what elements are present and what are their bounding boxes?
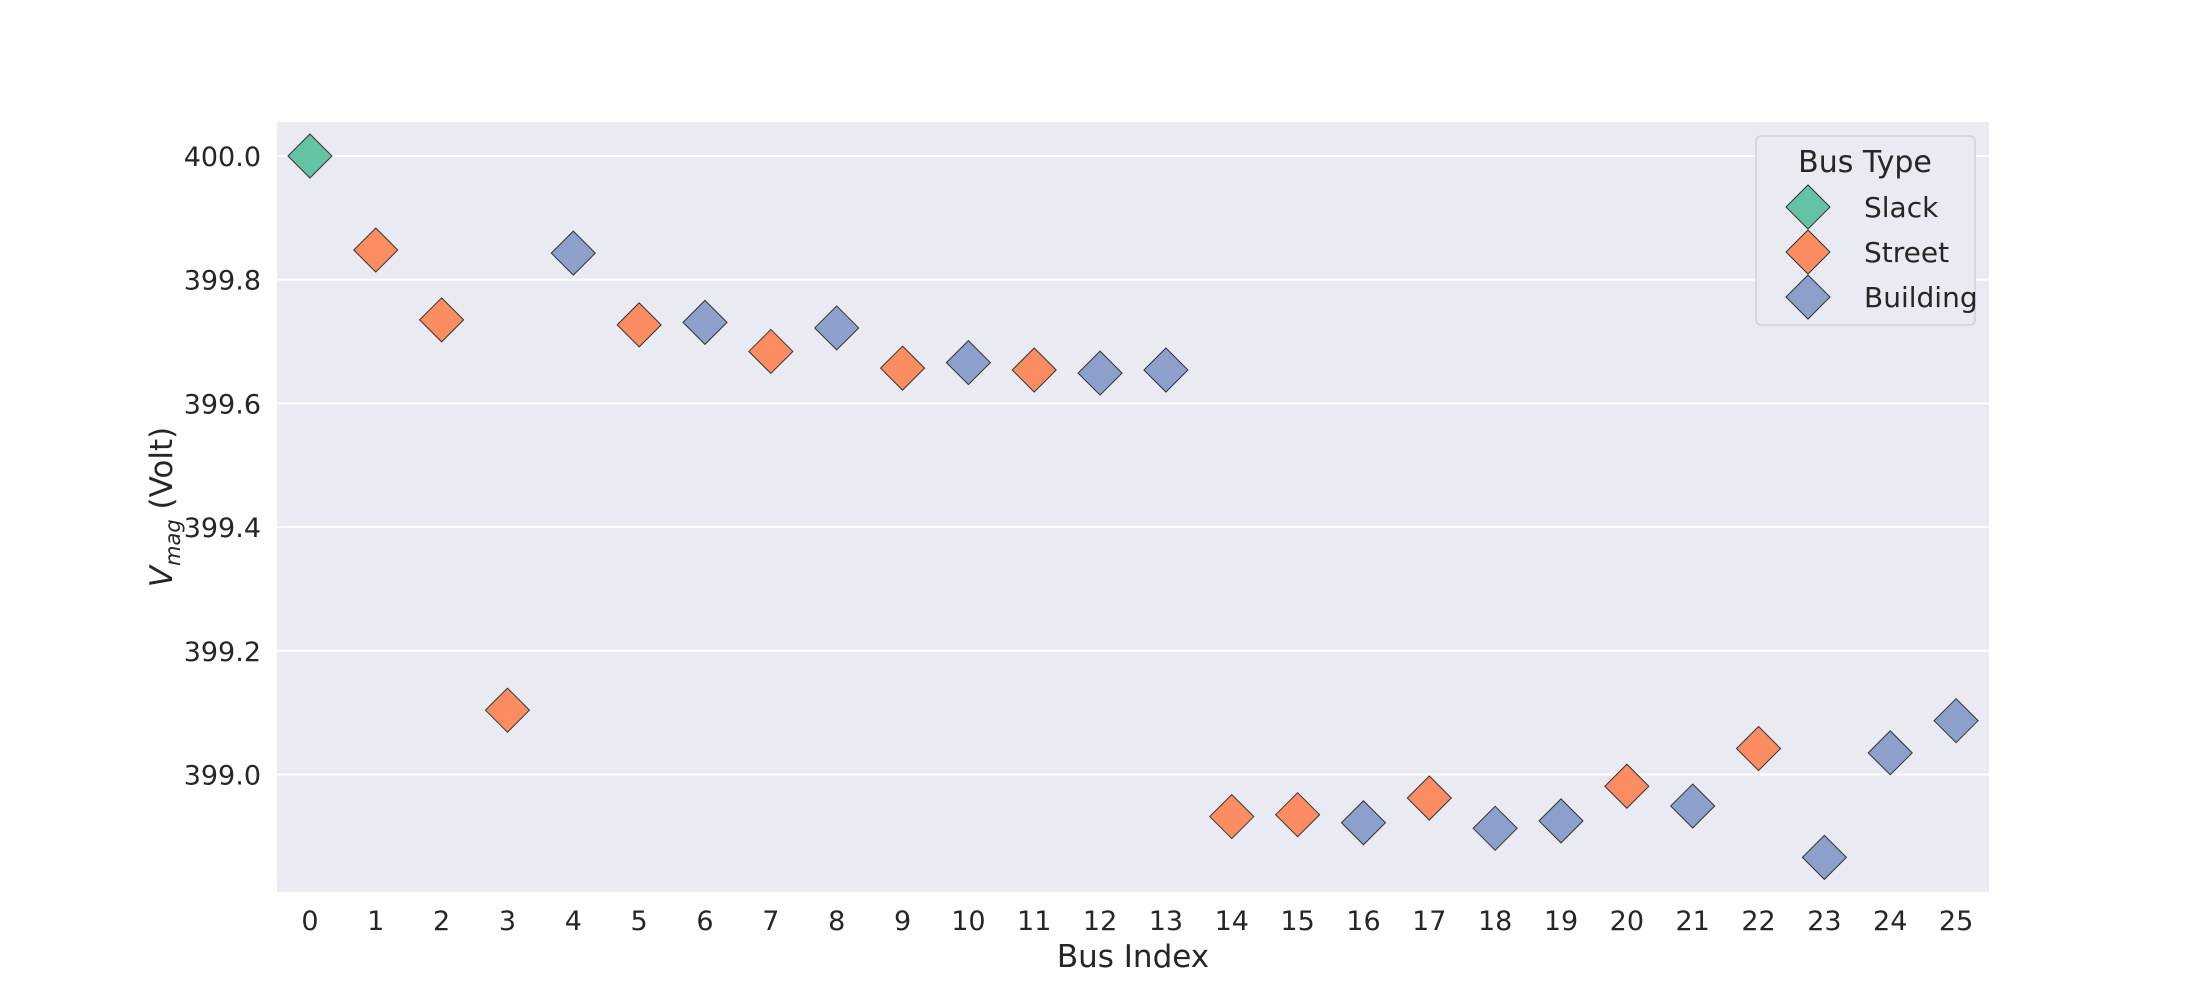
x-tick-label: 20	[1610, 906, 1644, 937]
x-tick-label: 9	[894, 906, 911, 937]
legend-entries: Slack Street Building	[1785, 184, 1978, 320]
data-point-building	[945, 339, 992, 386]
x-tick-label: 6	[696, 906, 713, 937]
x-tick-label: 17	[1412, 906, 1446, 937]
legend: Bus Type Slack Street Building	[1755, 135, 1978, 326]
x-tick-label: 4	[565, 906, 582, 937]
data-point-building	[1801, 834, 1848, 881]
x-tick-label: 2	[433, 906, 450, 937]
data-point-street	[1209, 793, 1255, 840]
data-point-street	[1011, 347, 1057, 393]
x-tick-label: 19	[1544, 906, 1578, 937]
y-tick-label: 399.4	[184, 513, 261, 544]
x-tick-label: 5	[631, 906, 648, 937]
y-tick-label: 399.6	[184, 389, 261, 420]
y-tick-label: 399.0	[184, 760, 261, 791]
data-point-street	[418, 297, 465, 343]
x-tick-label: 16	[1346, 906, 1380, 937]
data-point-street	[484, 687, 531, 733]
plot-background	[277, 122, 1989, 892]
x-tick-label: 14	[1215, 906, 1249, 937]
legend-marker-building	[1785, 274, 1831, 320]
y-tick-label: 399.8	[184, 266, 261, 297]
x-axis-label: Bus Index	[1057, 939, 1209, 975]
legend-label-slack: Slack	[1864, 191, 1939, 224]
x-tick-label: 21	[1676, 906, 1710, 937]
y-tick-label: 399.2	[184, 637, 261, 668]
x-tick-label: 11	[1017, 906, 1051, 937]
legend-marker-slack	[1785, 184, 1831, 230]
data-point-street	[616, 302, 662, 348]
legend-marker-street	[1785, 229, 1831, 275]
y-tick-label: 400.0	[184, 142, 261, 173]
data-points	[287, 133, 1979, 881]
data-point-building	[1143, 347, 1189, 393]
x-tick-label: 8	[828, 906, 845, 937]
legend-title: Bus Type	[1798, 145, 1932, 180]
x-tick-label: 7	[762, 906, 779, 937]
x-tick-label: 18	[1478, 906, 1512, 937]
x-tick-label: 23	[1807, 906, 1841, 937]
data-point-building	[550, 230, 597, 276]
y-axis-label-subscript: mag	[161, 519, 185, 566]
y-axis-label: Vmag (Volt)	[144, 427, 185, 587]
data-point-building	[682, 299, 728, 346]
data-point-slack	[287, 133, 333, 179]
data-point-building	[1933, 697, 1979, 744]
data-point-building	[813, 305, 860, 351]
data-point-building	[1340, 800, 1387, 846]
x-tick-label: 10	[951, 906, 985, 937]
data-point-street	[1274, 791, 1321, 838]
y-axis-ticks: 399.0 399.2 399.4 399.6 399.8 400.0	[184, 142, 261, 791]
data-point-street	[1735, 725, 1782, 772]
data-point-building	[1669, 783, 1716, 829]
y-axis-label-main: V	[144, 563, 180, 587]
data-point-street	[353, 227, 399, 273]
x-tick-label: 13	[1149, 906, 1183, 937]
data-point-building	[1538, 798, 1584, 844]
data-point-street	[1406, 775, 1453, 821]
x-tick-label: 1	[367, 906, 384, 937]
legend-label-building: Building	[1864, 281, 1978, 314]
data-point-street	[879, 345, 926, 391]
data-point-building	[1472, 805, 1518, 852]
data-point-street	[1604, 763, 1650, 809]
x-tick-label: 25	[1939, 906, 1973, 937]
x-tick-label: 22	[1741, 906, 1775, 937]
y-axis-label-unit: (Volt)	[144, 427, 180, 520]
x-axis-ticks: 0 1 2 3 4 5 6 7 8 9 10 11 12 13 14 15 16 17 18 19 20 21 22 23 24…	[301, 906, 1973, 937]
grid-lines	[277, 155, 1989, 776]
legend-label-street: Street	[1864, 236, 1949, 269]
x-tick-label: 12	[1083, 906, 1117, 937]
x-tick-label: 3	[499, 906, 516, 937]
x-tick-label: 15	[1280, 906, 1314, 937]
data-point-street	[748, 328, 794, 375]
x-tick-label: 24	[1873, 906, 1907, 937]
data-point-building	[1867, 730, 1913, 776]
x-tick-label: 0	[301, 906, 318, 937]
data-point-building	[1077, 350, 1123, 396]
